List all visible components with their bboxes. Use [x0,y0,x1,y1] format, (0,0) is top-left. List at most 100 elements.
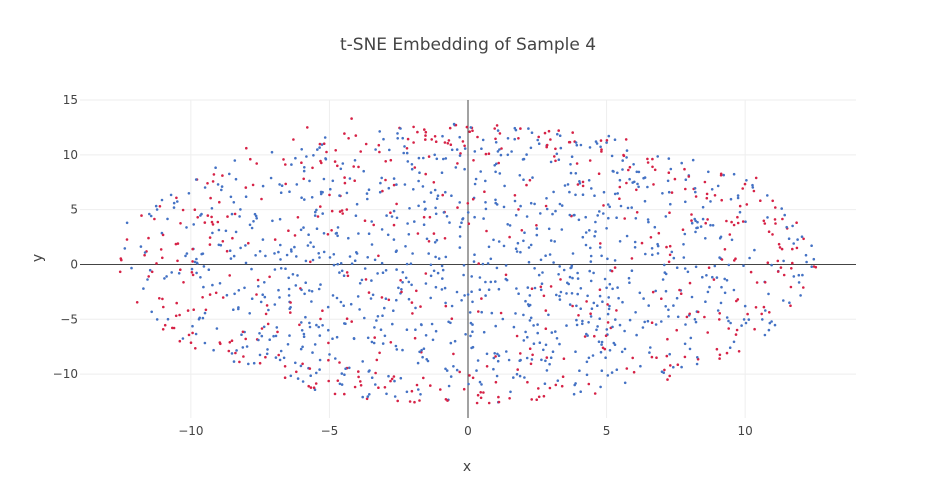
scatter-point [789,304,792,308]
scatter-point [255,293,258,296]
scatter-point [466,211,470,214]
scatter-point [586,294,589,298]
scatter-point [524,330,527,334]
scatter-point [321,309,324,313]
scatter-point [413,166,417,169]
scatter-point [396,399,400,403]
scatter-point [529,243,533,247]
scatter-point [774,222,777,225]
scatter-point [616,286,619,289]
scatter-point [494,280,497,283]
scatter-point [732,223,736,227]
scatter-point [695,362,699,366]
y-tick-label: 5 [70,203,78,217]
scatter-point [513,126,517,130]
scatter-point [403,145,406,148]
scatter-point [228,274,231,277]
scatter-point [694,230,697,234]
scatter-point [650,247,654,250]
scatter-point [347,137,350,140]
scatter-point [471,197,475,201]
scatter-point [274,334,278,338]
scatter-point [675,266,679,270]
scatter-point [494,170,497,174]
scatter-point [627,276,631,280]
scatter-point [312,154,315,157]
scatter-point [370,243,374,246]
scatter-point [306,126,309,129]
scatter-point [466,293,470,296]
scatter-point [310,290,314,293]
scatter-point [165,275,168,278]
scatter-point [670,191,674,194]
scatter-point [605,328,609,331]
scatter-point [217,228,221,232]
scatter-point [354,214,358,217]
scatter-point [551,350,555,354]
scatter-point [316,148,319,151]
scatter-point [704,300,707,304]
scatter-point [747,318,751,321]
scatter-point [484,152,488,156]
scatter-point [273,238,277,241]
scatter-point [446,142,450,145]
scatter-point [392,183,396,187]
scatter-point [208,243,212,246]
scatter-point [733,259,736,262]
scatter-point [424,130,428,134]
scatter-point [410,163,414,166]
scatter-point [707,266,711,270]
scatter-point [372,341,376,345]
scatter-point [522,313,525,317]
scatter-point [743,182,747,186]
scatter-point [355,252,359,255]
scatter-point [477,262,481,265]
scatter-point [771,233,774,236]
scatter-point [593,392,597,395]
scatter-point [543,131,547,135]
scatter-point [584,215,587,219]
scatter-point [440,264,444,268]
scatter-point [252,361,256,365]
scatter-point [450,148,454,152]
scatter-point [296,377,300,380]
scatter-point [480,297,483,300]
scatter-point [574,382,577,385]
scatter-point [219,243,223,247]
scatter-point [529,362,533,366]
scatter-point [738,204,742,208]
scatter-point [581,180,585,184]
scatter-point [667,308,670,312]
scatter-point [471,300,474,304]
x-tick-labels: −10 −5 0 5 10 [178,424,753,438]
scatter-point [176,200,179,203]
scatter-point [324,157,327,160]
scatter-point [252,220,255,223]
scatter-point [296,274,299,277]
scatter-point [713,264,717,268]
scatter-point [192,308,195,312]
scatter-point [405,151,409,155]
scatter-point [397,286,400,290]
scatter-point [611,325,614,329]
scatter-point [166,317,170,321]
scatter-point [257,338,260,342]
scatter-point [458,225,462,229]
scatter-point [752,189,756,193]
scatter-point [328,256,332,259]
scatter-point [576,292,579,296]
scatter-point [418,399,421,402]
scatter-point [497,354,501,358]
scatter-point [470,346,473,350]
scatter-point [549,356,553,360]
scatter-point [427,240,431,243]
scatter-point [555,152,559,156]
scatter-point [589,312,592,316]
scatter-point [217,243,221,247]
scatter-point [247,241,250,245]
scatter-point [549,160,553,164]
scatter-point [342,304,346,308]
scatter-point [748,256,751,260]
scatter-point [675,296,679,300]
scatter-point [665,354,669,358]
